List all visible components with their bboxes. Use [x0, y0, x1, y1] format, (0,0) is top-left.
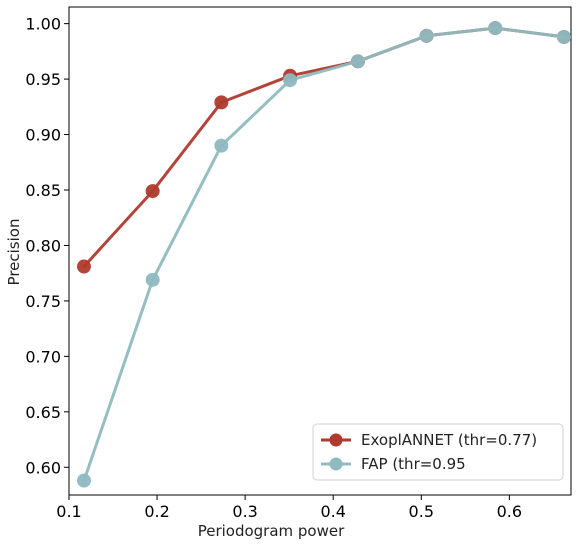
series-1-point — [76, 259, 91, 274]
y-axis-label: Precision — [5, 219, 23, 286]
y-tick-label: 0.80 — [25, 236, 61, 255]
series-2-point — [488, 21, 503, 36]
y-tick-label: 1.00 — [25, 15, 61, 34]
legend-marker — [329, 457, 343, 471]
series-2-point — [76, 473, 91, 488]
series-layer — [76, 21, 571, 488]
x-tick-label: 0.4 — [320, 502, 345, 521]
y-axis: 0.60 0.65 0.70 0.75 0.80 0.85 0.90 0.95 1.00 — [25, 15, 69, 477]
x-tick-label: 0.6 — [497, 502, 522, 521]
series-2-point — [350, 54, 365, 69]
y-tick-label: 0.70 — [25, 347, 61, 366]
series-2-point — [214, 138, 229, 153]
y-tick-label: 0.60 — [25, 458, 61, 477]
plot-area — [68, 6, 572, 496]
x-axis-label: Periodogram power — [198, 522, 345, 540]
x-axis: 0.1 0.2 0.3 0.4 0.5 0.6 — [56, 495, 522, 521]
x-tick-label: 0.2 — [144, 502, 169, 521]
series-2-point — [556, 29, 571, 44]
series-line-2 — [82, 26, 566, 483]
legend-box — [312, 423, 564, 481]
legend-marker — [329, 433, 343, 447]
series-1-point — [214, 95, 229, 110]
x-tick-label: 0.5 — [409, 502, 434, 521]
y-tick-label: 0.95 — [25, 70, 61, 89]
x-tick-label: 0.1 — [56, 502, 81, 521]
series-1-point — [145, 184, 160, 199]
series-2-point — [283, 73, 298, 88]
series-2-point — [145, 272, 160, 287]
y-tick-label: 0.90 — [25, 126, 61, 145]
y-tick-label: 0.85 — [25, 181, 61, 200]
legend: ExoplANNET (thr=0.77) FAP (thr=0.95 — [312, 423, 564, 481]
legend-label: ExoplANNET (thr=0.77) — [361, 431, 537, 449]
x-tick-label: 0.3 — [232, 502, 257, 521]
y-tick-label: 0.65 — [25, 403, 61, 422]
series-2-point — [419, 28, 434, 43]
y-tick-label: 0.75 — [25, 292, 61, 311]
legend-label: FAP (thr=0.95 — [361, 455, 466, 473]
